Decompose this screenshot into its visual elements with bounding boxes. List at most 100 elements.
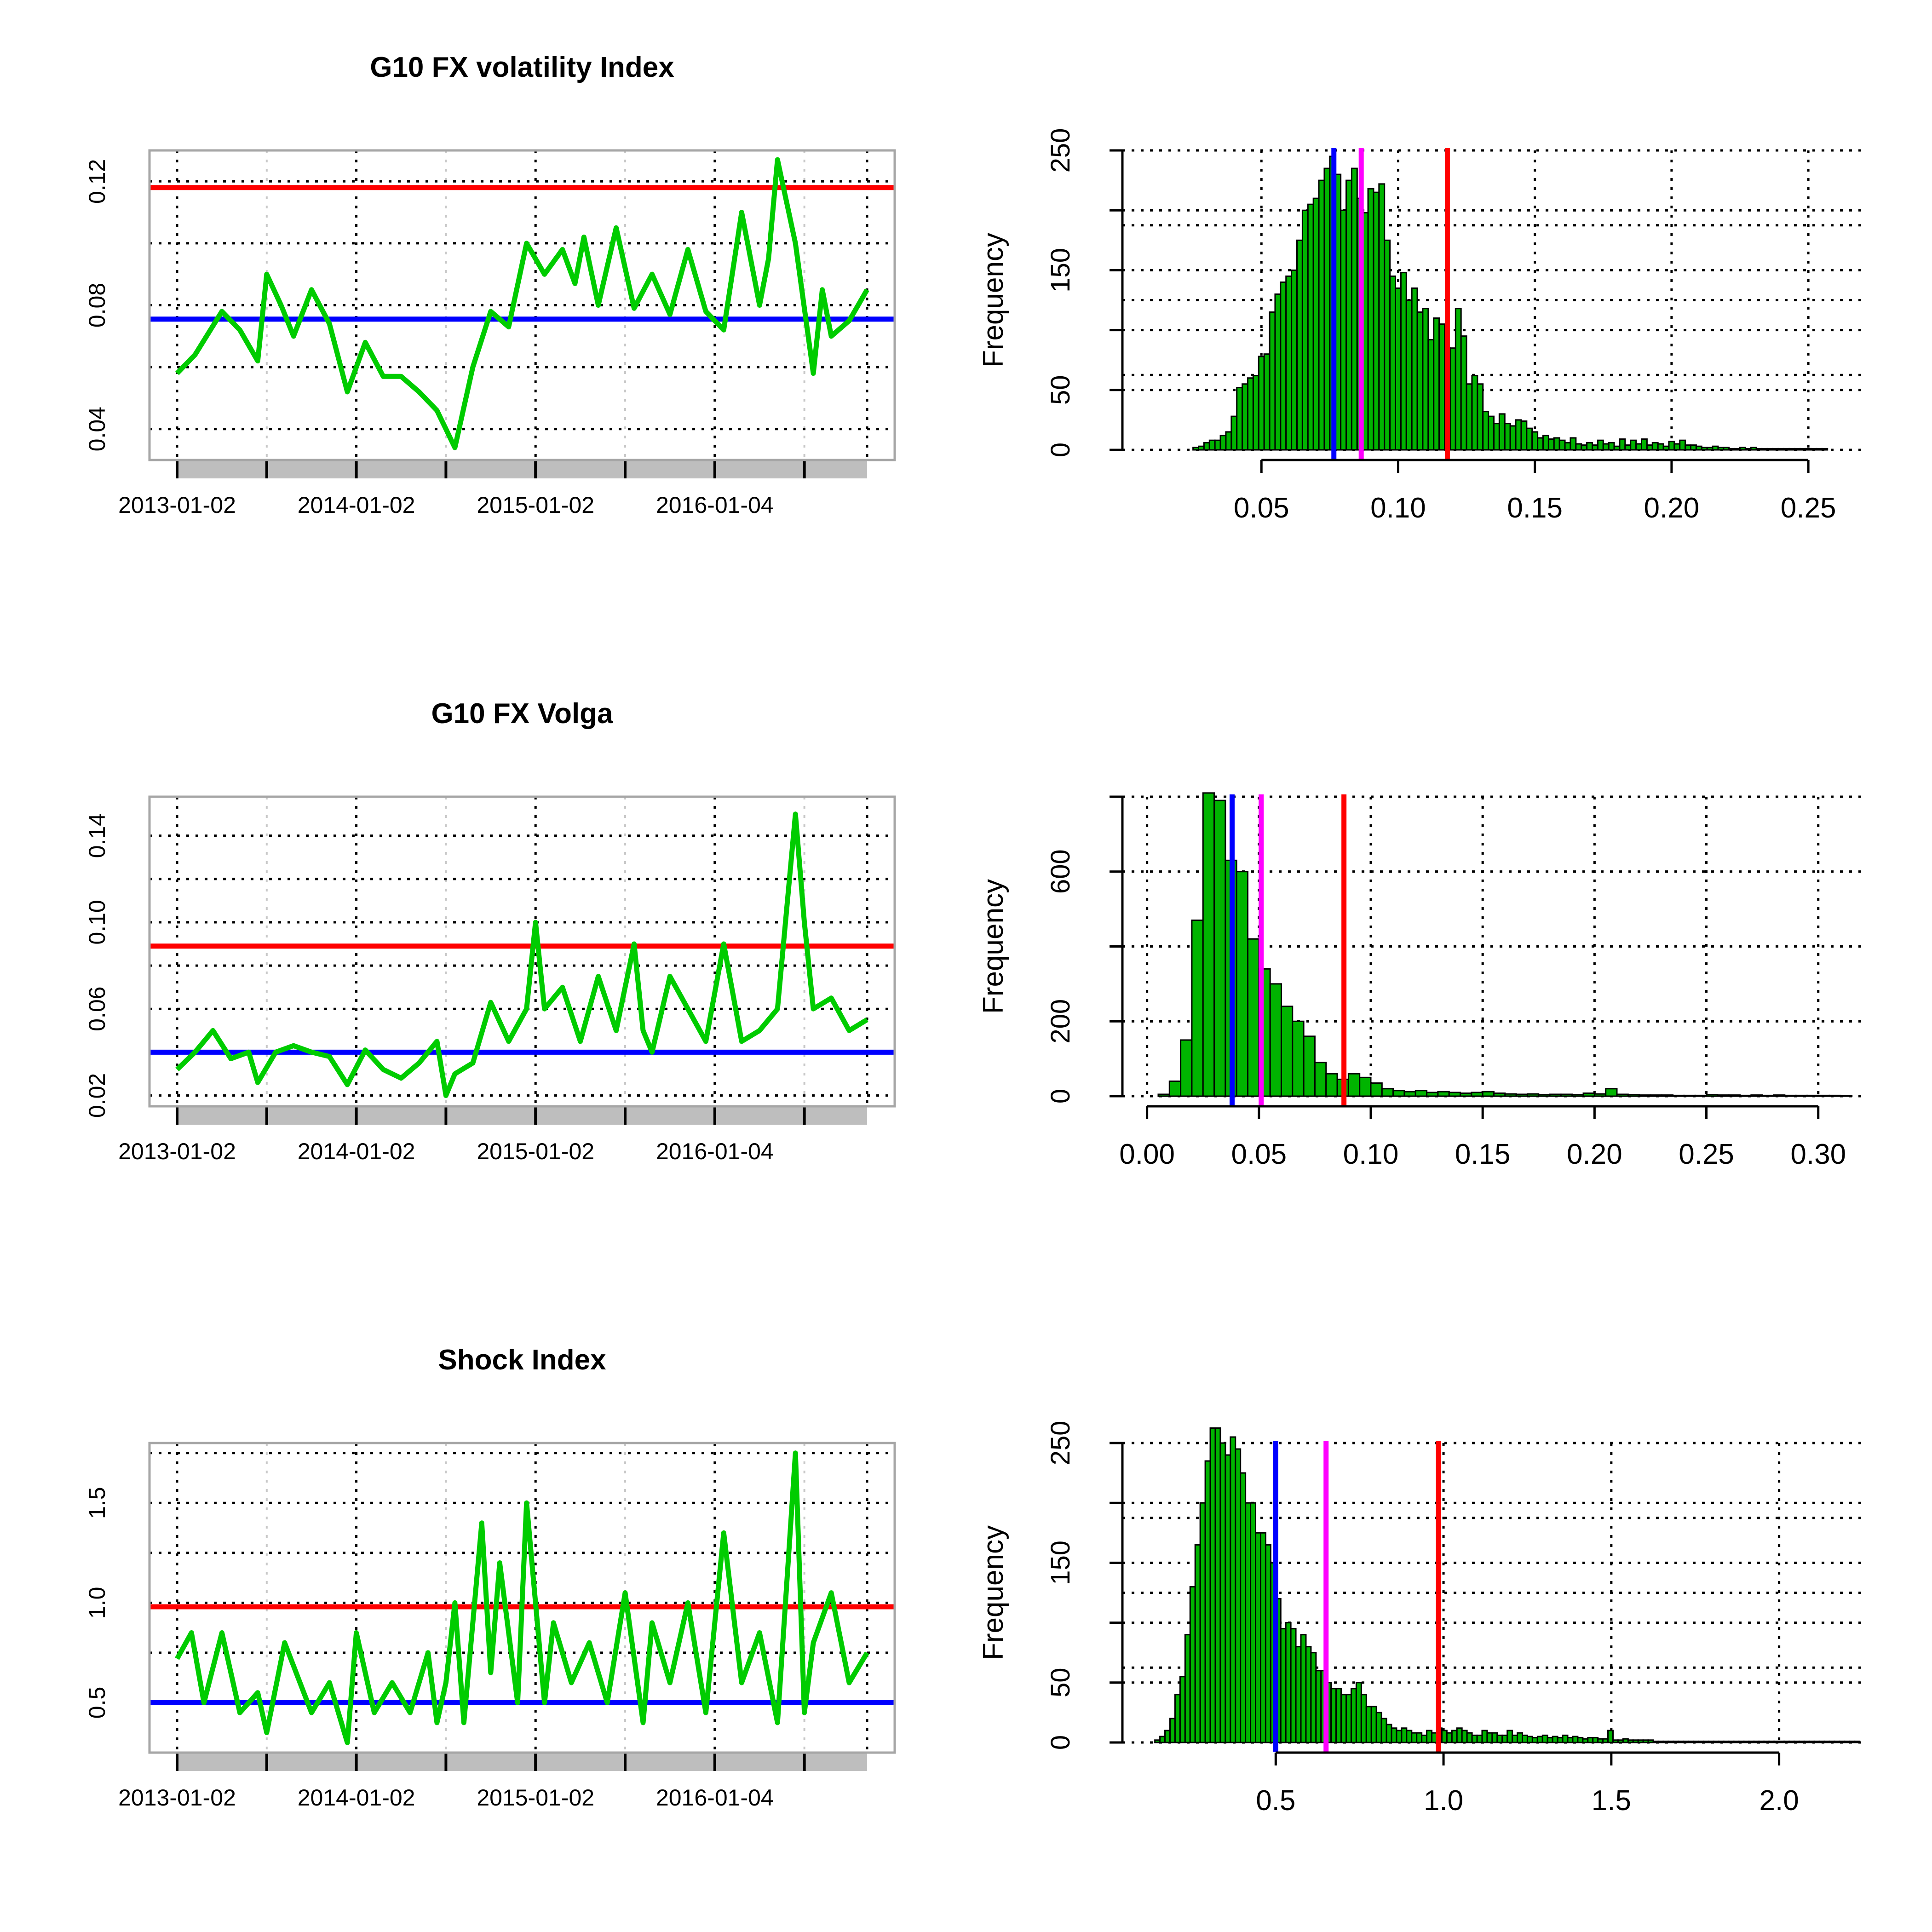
histogram-bar bbox=[1504, 423, 1511, 451]
histogram-bar bbox=[1247, 938, 1260, 1097]
histogram-bar bbox=[1613, 445, 1621, 451]
histogram-bar bbox=[1520, 420, 1528, 451]
histogram-bar bbox=[1230, 415, 1238, 451]
histogram-bar bbox=[1693, 1740, 1700, 1743]
histogram-bar bbox=[1199, 1502, 1206, 1743]
histogram-bar bbox=[1597, 439, 1604, 451]
plot-frame bbox=[148, 795, 896, 1108]
x-tick-label: 2016-01-04 bbox=[656, 1138, 774, 1164]
x-tick-label: 0.20 bbox=[1567, 1138, 1622, 1170]
histogram-bar bbox=[1236, 387, 1243, 451]
histogram-bar bbox=[1541, 1734, 1548, 1743]
histogram-bar bbox=[1426, 1092, 1439, 1097]
histogram-bar bbox=[1255, 1532, 1261, 1743]
histogram-bar bbox=[1380, 1718, 1387, 1743]
histogram-bar bbox=[1844, 1740, 1851, 1743]
histogram-bar bbox=[1538, 1094, 1551, 1097]
histogram-bar bbox=[1451, 1730, 1458, 1743]
histogram-bar bbox=[1441, 1730, 1448, 1743]
histogram-bar bbox=[1192, 447, 1199, 451]
x-tick-label: 2016-01-04 bbox=[656, 492, 774, 518]
x-tick-label: 0.00 bbox=[1119, 1138, 1175, 1170]
histogram-bar bbox=[1285, 275, 1293, 451]
histogram-bar bbox=[1461, 1730, 1468, 1743]
histogram-bar bbox=[1280, 281, 1287, 451]
histogram-bar bbox=[1717, 1094, 1730, 1097]
histogram-bar bbox=[1330, 1688, 1337, 1743]
x-axis-bar bbox=[177, 1754, 867, 1771]
histogram-bar bbox=[1314, 1062, 1327, 1097]
histogram-3: 0 200 600 Frequency 0.00 0.05 0.10 0.15 0.20 0.25… bbox=[978, 792, 1863, 1170]
y-tick-label: 0.08 bbox=[84, 283, 110, 328]
histogram-bar bbox=[1537, 437, 1544, 451]
x-tick-label: 0.20 bbox=[1644, 492, 1700, 524]
histogram-bar bbox=[1734, 448, 1741, 451]
histogram-bar bbox=[1247, 377, 1254, 451]
histogram-bar bbox=[1823, 1740, 1830, 1743]
histogram-bar bbox=[1662, 445, 1670, 451]
y-tick-label: 250 bbox=[1046, 1421, 1075, 1466]
histogram-bar bbox=[1360, 1694, 1367, 1743]
histogram-bar bbox=[1203, 442, 1210, 451]
histogram-bar bbox=[1482, 1091, 1495, 1097]
histogram-bar bbox=[1651, 442, 1659, 451]
histogram-bar bbox=[1325, 1073, 1338, 1097]
histogram-bar bbox=[1526, 427, 1533, 451]
histogram-bar bbox=[1269, 983, 1282, 1097]
y-tick-label: 0.12 bbox=[84, 159, 110, 204]
histogram-bar bbox=[1739, 1094, 1752, 1097]
y-tick-label: 150 bbox=[1046, 1541, 1075, 1585]
histogram-bar bbox=[1370, 1706, 1377, 1743]
histogram-bar bbox=[1438, 323, 1445, 451]
histogram-bar bbox=[1652, 1740, 1659, 1743]
histogram-bar bbox=[1386, 1724, 1392, 1743]
histogram-bar bbox=[1346, 1694, 1352, 1743]
histogram-bar bbox=[1657, 1740, 1664, 1743]
histogram-bar bbox=[1396, 1730, 1403, 1743]
histogram-bar bbox=[1159, 1736, 1166, 1743]
histogram-bar bbox=[1567, 1737, 1574, 1743]
y-tick-label: 1.5 bbox=[84, 1487, 110, 1519]
histogram-bar bbox=[1515, 1093, 1528, 1097]
y-tick-label: 50 bbox=[1046, 375, 1075, 405]
histogram-bar bbox=[1602, 443, 1610, 451]
histogram-bar bbox=[1679, 439, 1686, 451]
histogram-bar bbox=[1250, 1502, 1257, 1743]
histogram-bar bbox=[1433, 317, 1440, 451]
x-tick-label: 0.05 bbox=[1234, 492, 1289, 524]
histogram-bar bbox=[1728, 1094, 1741, 1097]
histogram-bar bbox=[1641, 438, 1648, 451]
histogram-bar bbox=[1486, 1732, 1493, 1743]
histogram-bar bbox=[1799, 448, 1806, 451]
histogram-bar bbox=[1695, 445, 1702, 451]
histogram-bar bbox=[1406, 1730, 1413, 1743]
histogram-bar bbox=[1517, 1732, 1524, 1743]
histogram-bar bbox=[1303, 1035, 1316, 1097]
histogram-bar bbox=[1750, 1094, 1763, 1097]
histogram-bar bbox=[1708, 1740, 1714, 1743]
histogram-bar bbox=[1526, 1093, 1540, 1097]
histogram-bar bbox=[1214, 1427, 1221, 1743]
histogram-bar bbox=[1448, 1092, 1461, 1097]
histogram-bar bbox=[1169, 1718, 1176, 1743]
histogram-bar bbox=[1290, 1628, 1297, 1743]
y-tick-label: 600 bbox=[1046, 849, 1075, 894]
histogram-bar bbox=[1493, 423, 1500, 451]
histogram-bar bbox=[1605, 1088, 1618, 1097]
histogram-bar bbox=[1269, 311, 1276, 451]
histogram-bar bbox=[1180, 1039, 1193, 1097]
x-tick-label: 2015-01-02 bbox=[477, 492, 594, 518]
histogram-bar bbox=[1214, 439, 1221, 451]
histogram-bar bbox=[1471, 375, 1478, 451]
histogram-bar bbox=[1646, 444, 1653, 451]
histogram-bar bbox=[1482, 411, 1489, 451]
histogram-bar bbox=[1685, 444, 1691, 451]
histogram-bar bbox=[1219, 435, 1227, 451]
histogram-bar bbox=[1627, 1094, 1640, 1097]
histogram-bar bbox=[1783, 448, 1790, 451]
histogram-bar bbox=[1367, 188, 1374, 451]
histogram-bar bbox=[1728, 448, 1736, 451]
histogram-bar bbox=[1496, 1734, 1503, 1743]
histogram-bar bbox=[1202, 792, 1215, 1097]
